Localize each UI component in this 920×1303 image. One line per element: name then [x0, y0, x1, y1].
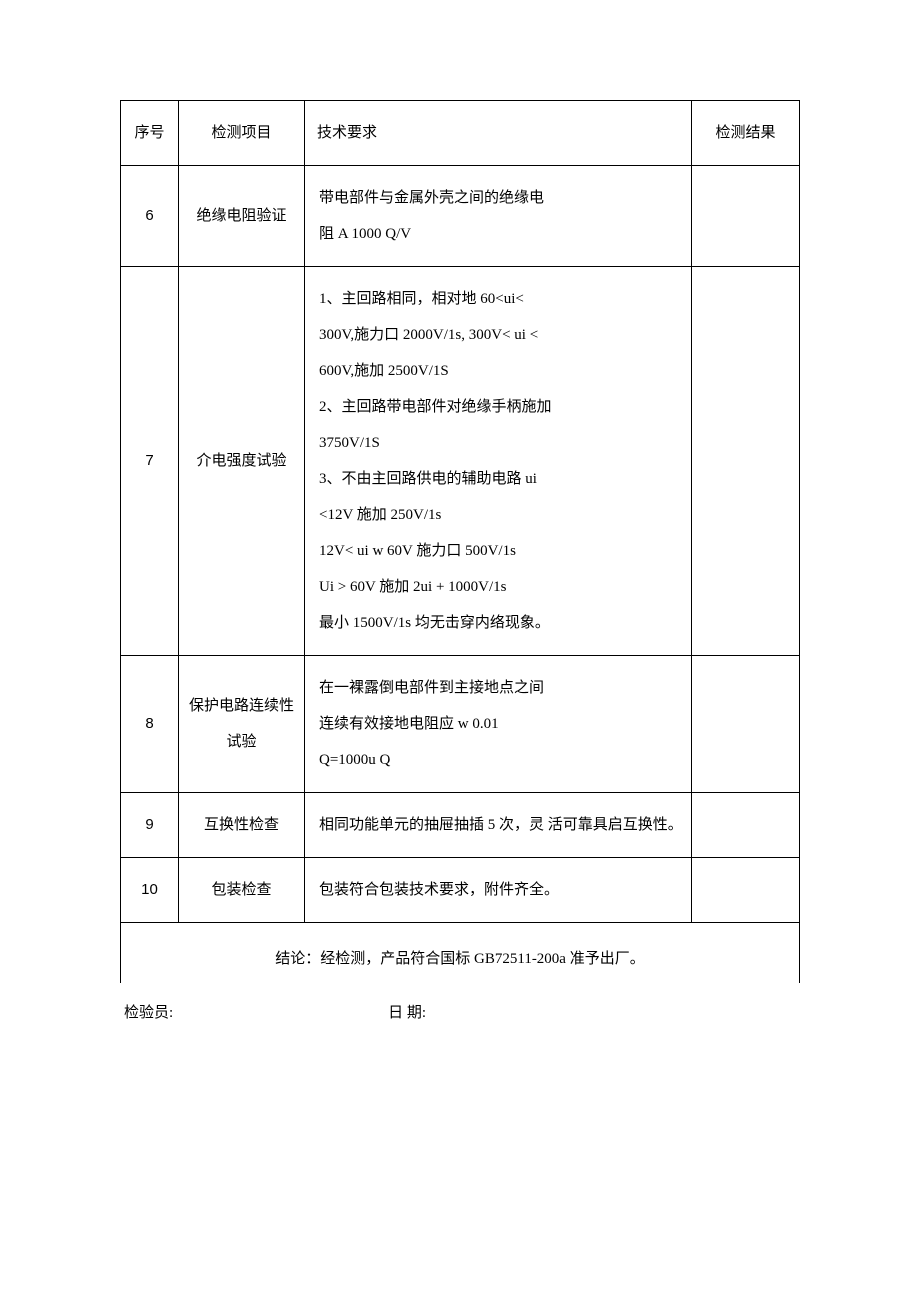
cell-item: 互换性检查	[179, 793, 305, 858]
cell-seq: 7	[121, 267, 179, 656]
req-line: 2、主回路带电部件对绝缘手柄施加	[319, 389, 685, 425]
cell-result	[692, 166, 800, 267]
cell-item: 保护电路连续性试验	[179, 656, 305, 793]
cell-requirement: 在一裸露倒电部件到主接地点之间 连续有效接地电阻应 w 0.01 Q=1000u…	[305, 656, 692, 793]
cell-item: 绝缘电阻验证	[179, 166, 305, 267]
req-line: 连续有效接地电阻应 w 0.01	[319, 706, 685, 742]
cell-seq: 9	[121, 793, 179, 858]
req-line: 包装符合包装技术要求，附件齐全。	[319, 872, 685, 908]
cell-result	[692, 793, 800, 858]
req-line: Q=1000u Q	[319, 742, 685, 778]
req-line: 3750V/1S	[319, 425, 685, 461]
inspection-table: 序号 检测项目 技术要求 检测结果 6 绝缘电阻验证 带电部件与金属外壳之间的绝…	[120, 100, 800, 983]
req-line: 在一裸露倒电部件到主接地点之间	[319, 670, 685, 706]
req-line: 相同功能单元的抽屉抽插 5 次，灵 活可靠具启互换性。	[319, 807, 685, 843]
req-line: 12V< ui w 60V 施力口 500V/1s	[319, 533, 685, 569]
table-row: 6 绝缘电阻验证 带电部件与金属外壳之间的绝缘电 阻 A 1000 Q/V	[121, 166, 800, 267]
cell-seq: 6	[121, 166, 179, 267]
req-line: Ui > 60V 施加 2ui + 1000V/1s	[319, 569, 685, 605]
col-header-seq: 序号	[121, 101, 179, 166]
col-header-requirement: 技术要求	[305, 101, 692, 166]
req-line: 带电部件与金属外壳之间的绝缘电	[319, 180, 685, 216]
conclusion-cell: 结论：经检测，产品符合国标 GB72511-200a 准予出厂。	[121, 923, 800, 984]
table-row: 7 介电强度试验 1、主回路相同，相对地 60<ui< 300V,施力口 200…	[121, 267, 800, 656]
footer-line: 检验员: 日 期:	[120, 1001, 800, 1022]
cell-seq: 10	[121, 858, 179, 923]
table-row: 8 保护电路连续性试验 在一裸露倒电部件到主接地点之间 连续有效接地电阻应 w …	[121, 656, 800, 793]
cell-item: 包装检查	[179, 858, 305, 923]
req-line: 3、不由主回路供电的辅助电路 ui	[319, 461, 685, 497]
cell-result	[692, 858, 800, 923]
req-line: 阻 A 1000 Q/V	[319, 216, 685, 252]
col-header-result: 检测结果	[692, 101, 800, 166]
cell-seq: 8	[121, 656, 179, 793]
conclusion-row: 结论：经检测，产品符合国标 GB72511-200a 准予出厂。	[121, 923, 800, 984]
cell-result	[692, 656, 800, 793]
table-row: 9 互换性检查 相同功能单元的抽屉抽插 5 次，灵 活可靠具启互换性。	[121, 793, 800, 858]
inspector-label: 检验员:	[124, 1001, 173, 1022]
req-line: 最小 1500V/1s 均无击穿内络现象。	[319, 605, 685, 641]
cell-requirement: 相同功能单元的抽屉抽插 5 次，灵 活可靠具启互换性。	[305, 793, 692, 858]
cell-requirement: 1、主回路相同，相对地 60<ui< 300V,施力口 2000V/1s, 30…	[305, 267, 692, 656]
table-header-row: 序号 检测项目 技术要求 检测结果	[121, 101, 800, 166]
cell-requirement: 带电部件与金属外壳之间的绝缘电 阻 A 1000 Q/V	[305, 166, 692, 267]
table-row: 10 包装检查 包装符合包装技术要求，附件齐全。	[121, 858, 800, 923]
cell-item: 介电强度试验	[179, 267, 305, 656]
cell-result	[692, 267, 800, 656]
cell-requirement: 包装符合包装技术要求，附件齐全。	[305, 858, 692, 923]
req-line: 1、主回路相同，相对地 60<ui<	[319, 281, 685, 317]
req-line: 300V,施力口 2000V/1s, 300V< ui <	[319, 317, 685, 353]
req-line: 600V,施加 2500V/1S	[319, 353, 685, 389]
req-line: <12V 施加 250V/1s	[319, 497, 685, 533]
col-header-item: 检测项目	[179, 101, 305, 166]
date-label: 日 期:	[388, 1001, 426, 1022]
